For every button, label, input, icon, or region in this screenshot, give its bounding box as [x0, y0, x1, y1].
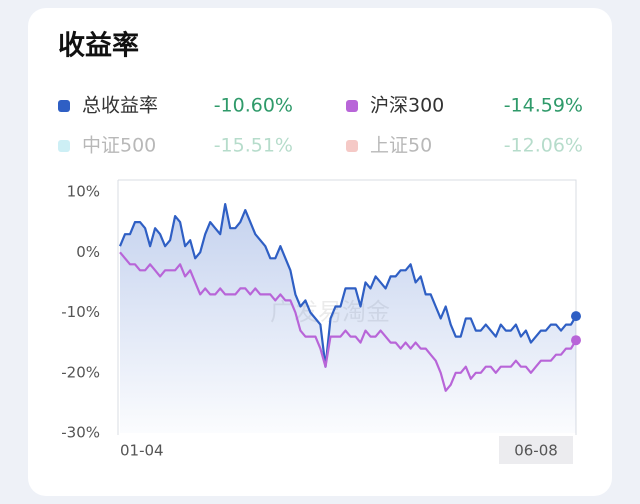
- legend-value: -15.51%: [214, 135, 293, 157]
- title: 收益率: [58, 30, 139, 62]
- y-tick-label: -20%: [61, 363, 100, 381]
- legend-swatch: [346, 140, 358, 152]
- legend-label: 上证50: [370, 135, 432, 157]
- legend-value: -10.60%: [214, 95, 293, 117]
- end-point: [571, 311, 581, 322]
- y-tick-label: 0%: [76, 243, 100, 261]
- x-tick-label: 01-04: [120, 442, 164, 460]
- y-tick-label: -10%: [61, 303, 100, 321]
- line: [118, 203, 577, 368]
- legend-label: 总收益率: [82, 95, 158, 117]
- area: [120, 204, 576, 433]
- legend-value: -14.59%: [504, 95, 583, 117]
- legend-swatch: [58, 100, 70, 112]
- legend-label: 中证500: [82, 135, 156, 157]
- legend-value: -12.06%: [504, 135, 583, 157]
- line: [119, 251, 577, 392]
- y-tick-label: -30%: [61, 424, 100, 442]
- legend-swatch: [346, 100, 358, 112]
- y-tick-label: 10%: [67, 183, 100, 201]
- end-date-box: [499, 436, 573, 464]
- legend-label: 沪深300: [370, 95, 444, 117]
- end-point: [571, 335, 581, 346]
- x-tick-label: 06-08: [514, 442, 558, 460]
- legend-swatch: [58, 140, 70, 152]
